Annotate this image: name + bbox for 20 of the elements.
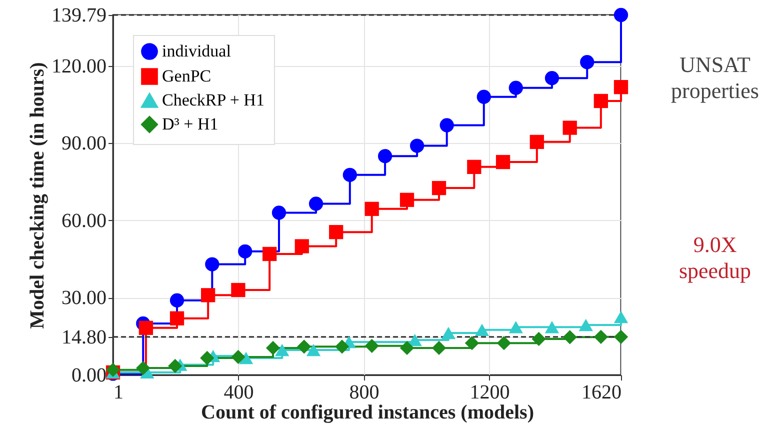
y-tick-label: 0.00 bbox=[72, 364, 106, 386]
text: 9.0X speedup bbox=[678, 232, 752, 283]
y-axis-title: Model checking time (in hours) bbox=[26, 62, 48, 329]
y-tick-label: 60.00 bbox=[62, 210, 106, 232]
y-tick-label: 139.79 bbox=[52, 4, 106, 26]
x-tick-label: 800 bbox=[349, 382, 380, 404]
y-tick-label: 120.00 bbox=[52, 55, 106, 78]
x-axis-title: Count of configured instances (models) bbox=[201, 402, 534, 424]
legend-label: D³ + H1 bbox=[162, 114, 218, 134]
text: UNSAT properties bbox=[671, 52, 759, 103]
legend-label: CheckRP + H1 bbox=[162, 90, 264, 110]
x-tick-label: 1620 bbox=[582, 382, 622, 404]
y-tick-label: 14.80 bbox=[62, 326, 106, 348]
legend-label: GenPC bbox=[162, 66, 212, 86]
x-tick-label: 1 bbox=[114, 382, 124, 404]
x-tick-label: 400 bbox=[224, 382, 254, 404]
y-tick-label: 90.00 bbox=[62, 132, 106, 155]
y-tick-label: 30.00 bbox=[62, 287, 106, 310]
legend-label: individual bbox=[162, 42, 232, 60]
x-tick-label: 1200 bbox=[470, 382, 510, 404]
